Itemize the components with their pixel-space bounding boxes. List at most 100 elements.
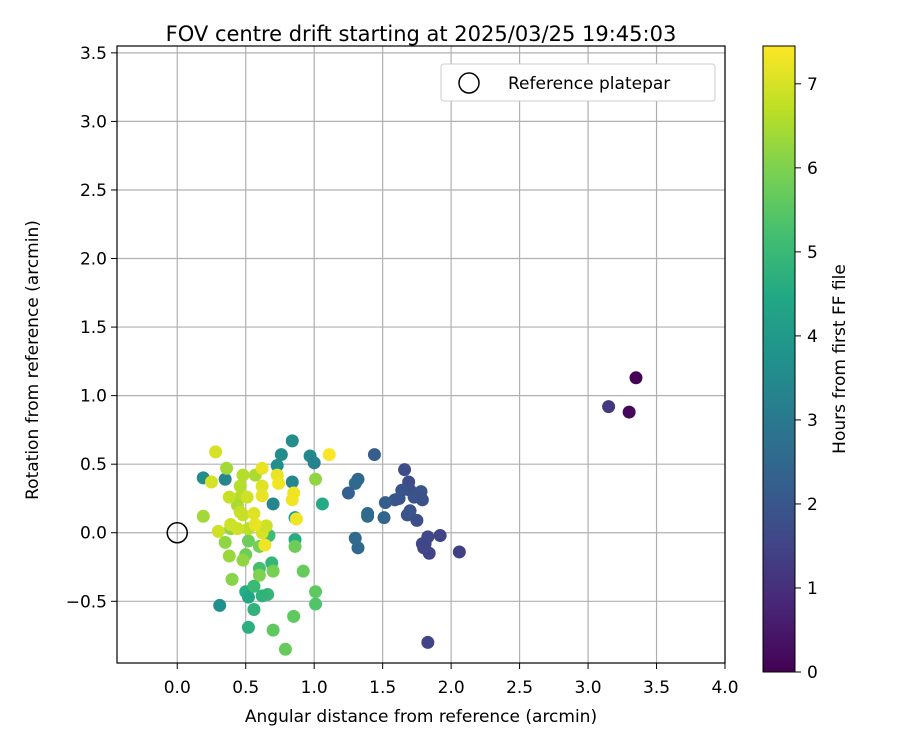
data-point [415, 493, 429, 507]
colorbar-tick-label: 4 [807, 327, 818, 347]
colorbar-ticks: 0 1 2 3 4 5 6 7 [795, 75, 818, 683]
colorbar-label: Hours from first FF file [830, 264, 850, 454]
data-point [272, 476, 286, 490]
data-point [270, 459, 284, 473]
reference-marker [166, 521, 189, 544]
y-tick-label: 0.0 [80, 524, 107, 544]
data-point [241, 620, 255, 634]
data-point [224, 518, 238, 532]
data-point [348, 476, 362, 490]
y-tick-label: 2.5 [80, 181, 107, 201]
data-point [309, 585, 323, 599]
data-point [255, 589, 269, 603]
x-tick-label: 3.5 [643, 678, 670, 698]
data-point [629, 371, 643, 385]
legend-box [440, 63, 716, 102]
data-point [248, 518, 262, 532]
x-tick-label: 4.0 [711, 678, 738, 698]
data-point [259, 519, 273, 533]
data-point [241, 534, 255, 548]
data-point [222, 490, 236, 504]
y-axis-ticks: −0.5 0.0 0.5 1.0 1.5 2.0 2.5 3.0 3.5 [66, 44, 117, 612]
y-axis-label: Rotation from reference (arcmin) [23, 220, 43, 500]
data-point [266, 497, 280, 511]
colorbar-tick-label: 7 [807, 75, 818, 95]
data-point [622, 405, 636, 419]
data-point [285, 475, 299, 489]
x-tick-label: 1.0 [301, 678, 328, 698]
x-axis-ticks: 0.0 0.5 1.0 1.5 2.0 2.5 3.0 3.5 4.0 [164, 663, 739, 698]
data-point [266, 623, 280, 637]
colorbar-tick-label: 5 [807, 243, 818, 263]
colorbar-tick-label: 2 [807, 495, 818, 515]
data-point [296, 564, 310, 578]
y-tick-label: 1.5 [80, 318, 107, 338]
colorbar-tick-label: 3 [807, 411, 818, 431]
data-point [255, 461, 269, 475]
data-point [348, 531, 362, 545]
x-tick-label: 2.0 [438, 678, 465, 698]
data-point [266, 564, 280, 578]
y-tick-label: 1.0 [80, 387, 107, 407]
data-point [222, 549, 236, 563]
data-point [220, 461, 234, 475]
data-point [287, 609, 301, 623]
data-point [309, 472, 323, 486]
data-point [361, 509, 375, 523]
data-point [433, 528, 447, 542]
plot-frame [116, 45, 726, 664]
legend-entry: Reference platepar [508, 74, 670, 94]
data-point [247, 507, 261, 521]
data-point [452, 545, 466, 559]
y-tick-label: 3.0 [80, 112, 107, 132]
x-tick-label: 1.5 [369, 678, 396, 698]
chart-title: FOV centre drift starting at 2025/03/25 … [166, 22, 677, 46]
x-tick-label: 0.0 [164, 678, 191, 698]
data-point [398, 463, 412, 477]
data-point [378, 496, 392, 510]
data-point [377, 511, 391, 525]
data-point [236, 468, 250, 482]
data-point [367, 448, 381, 462]
data-point [410, 513, 424, 527]
colorbar: 0 1 2 3 4 5 6 7 Hours from first FF file [762, 45, 850, 683]
colorbar-tick-label: 6 [807, 159, 818, 179]
data-point [233, 479, 247, 493]
legend: Reference platepar [440, 63, 716, 102]
data-point [322, 448, 336, 462]
data-point [218, 535, 232, 549]
data-point [307, 456, 321, 470]
data-point [247, 603, 261, 617]
data-point [285, 434, 299, 448]
data-point [236, 508, 250, 522]
data-point [247, 579, 261, 593]
data-point [315, 497, 329, 511]
data-point [289, 512, 303, 526]
data-point [209, 445, 223, 459]
data-point [278, 642, 292, 656]
colorbar-tick-label: 0 [807, 663, 818, 683]
colorbar-gradient [762, 45, 796, 673]
data-point [288, 539, 302, 553]
data-point [417, 541, 431, 555]
x-tick-label: 2.5 [506, 678, 533, 698]
grid-lines [117, 46, 726, 663]
y-tick-label: 3.5 [80, 44, 107, 64]
legend-marker [458, 72, 480, 94]
data-point [255, 479, 269, 493]
data-point [341, 486, 355, 500]
data-point [218, 472, 232, 486]
data-point [196, 509, 210, 523]
data-point [258, 538, 272, 552]
colorbar-tick-label: 1 [807, 579, 818, 599]
data-point [240, 490, 254, 504]
reference-point [166, 521, 189, 544]
data-point [274, 448, 288, 462]
data-point [400, 508, 414, 522]
data-point [241, 590, 255, 604]
data-point [225, 572, 239, 586]
data-point [204, 475, 218, 489]
data-point [602, 400, 616, 414]
data-point [285, 493, 299, 507]
